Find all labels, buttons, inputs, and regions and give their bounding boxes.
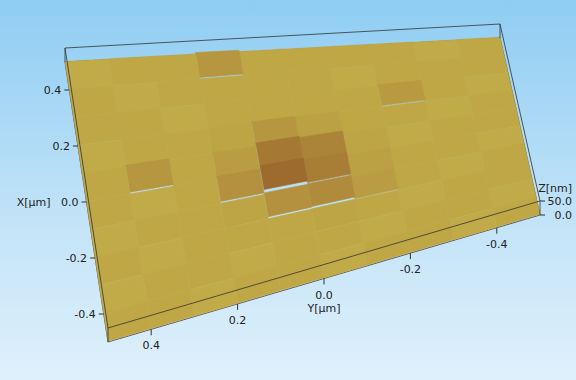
svg-text:X[µm]: X[µm] <box>17 196 51 209</box>
svg-text:Z[nm]: Z[nm] <box>538 182 572 195</box>
svg-text:0.2: 0.2 <box>52 140 70 153</box>
svg-text:0.0: 0.0 <box>555 209 573 222</box>
svg-text:0.0: 0.0 <box>315 289 333 302</box>
svg-text:Y[µm]: Y[µm] <box>306 302 340 315</box>
svg-text:50.0: 50.0 <box>548 195 573 208</box>
svg-text:0.2: 0.2 <box>229 314 247 327</box>
svg-text:-0.4: -0.4 <box>74 308 95 321</box>
svg-text:0.0: 0.0 <box>61 196 79 209</box>
svg-text:0.4: 0.4 <box>142 339 160 352</box>
svg-text:-0.2: -0.2 <box>66 252 87 265</box>
svg-text:-0.2: -0.2 <box>400 263 421 276</box>
svg-text:-0.4: -0.4 <box>486 238 507 251</box>
svg-text:0.4: 0.4 <box>44 84 62 97</box>
